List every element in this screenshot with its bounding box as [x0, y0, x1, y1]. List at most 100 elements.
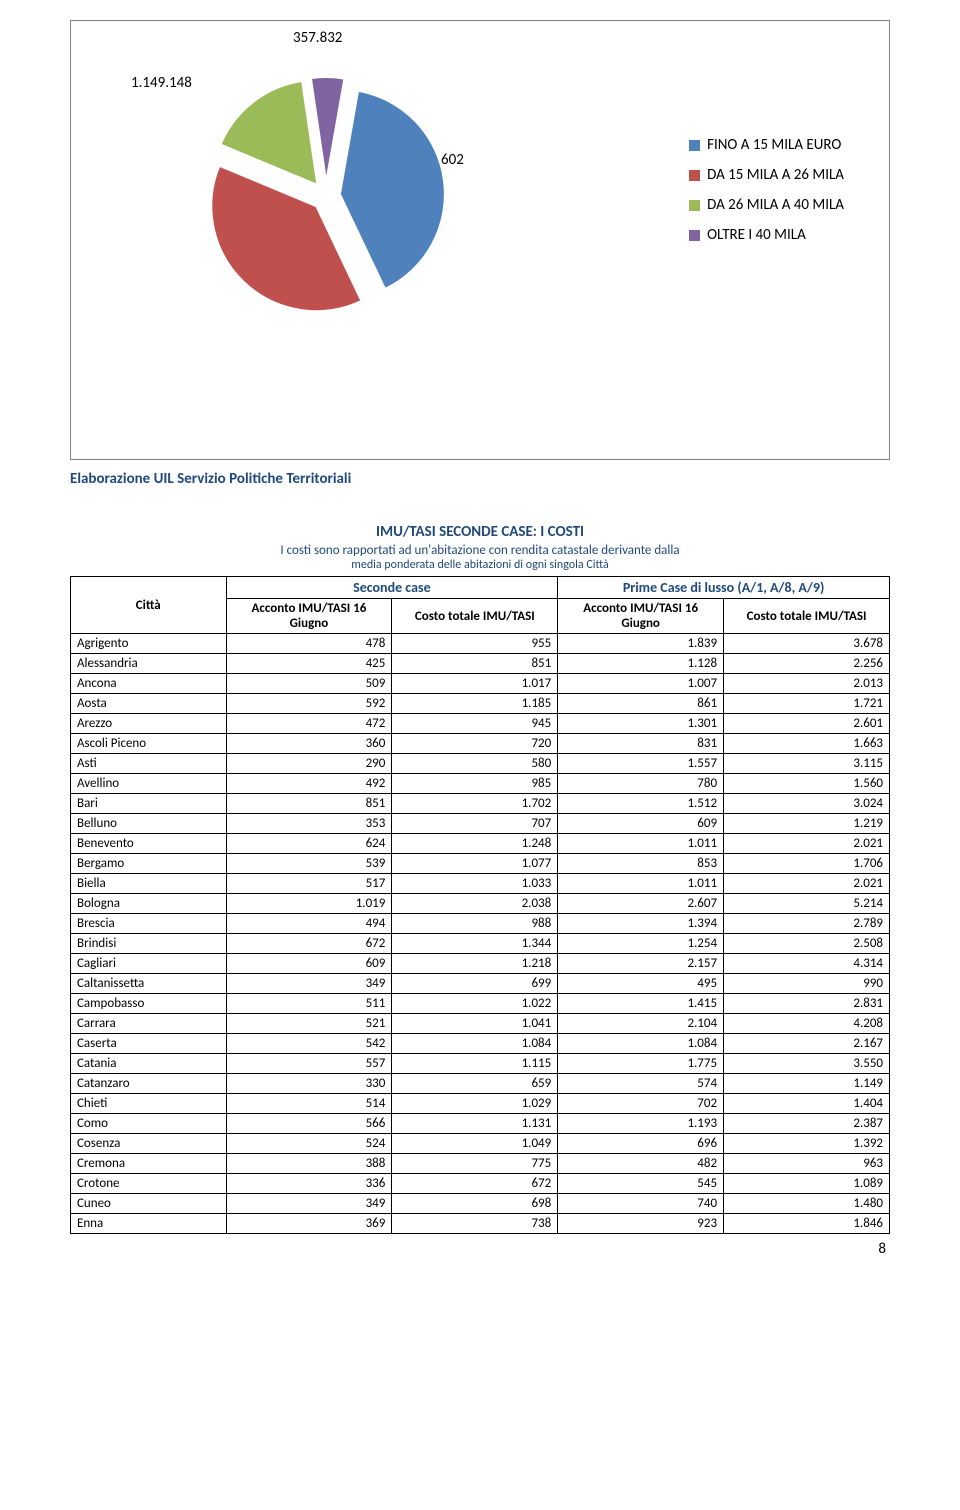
chart-label-1149148: 1.149.148	[131, 74, 192, 92]
cell-value: 699	[392, 974, 558, 994]
cell-value: 2.157	[558, 954, 724, 974]
cell-value: 2.607	[558, 894, 724, 914]
table-title-block: IMU/TASI SECONDE CASE: I COSTI I costi s…	[70, 523, 890, 572]
cell-value: 330	[226, 1074, 392, 1094]
table-row: Ascoli Piceno3607208311.663	[71, 734, 890, 754]
cell-value: 861	[558, 694, 724, 714]
cell-city: Agrigento	[71, 634, 227, 654]
cell-value: 4.208	[724, 1014, 890, 1034]
cell-value: 1.019	[226, 894, 392, 914]
cell-value: 1.846	[724, 1214, 890, 1234]
table-subtitle-1: I costi sono rapportati ad un'abitazione…	[70, 543, 890, 558]
table-row: Caserta5421.0841.0842.167	[71, 1034, 890, 1054]
cell-value: 1.017	[392, 674, 558, 694]
cell-city: Crotone	[71, 1174, 227, 1194]
cell-value: 1.128	[558, 654, 724, 674]
cell-city: Campobasso	[71, 994, 227, 1014]
table-row: Bergamo5391.0778531.706	[71, 854, 890, 874]
table-row: Chieti5141.0297021.404	[71, 1094, 890, 1114]
cell-value: 2.256	[724, 654, 890, 674]
cell-city: Cremona	[71, 1154, 227, 1174]
cell-value: 369	[226, 1214, 392, 1234]
table-row: Caltanissetta349699495990	[71, 974, 890, 994]
table-row: Campobasso5111.0221.4152.831	[71, 994, 890, 1014]
cell-value: 1.775	[558, 1054, 724, 1074]
cell-value: 566	[226, 1114, 392, 1134]
cell-city: Benevento	[71, 834, 227, 854]
cell-value: 988	[392, 914, 558, 934]
table-row: Alessandria4258511.1282.256	[71, 654, 890, 674]
cell-value: 478	[226, 634, 392, 654]
cell-value: 1.254	[558, 934, 724, 954]
cell-value: 482	[558, 1154, 724, 1174]
header-group-seconde: Seconde case	[226, 577, 558, 599]
chart-legend: FINO A 15 MILA EURO DA 15 MILA A 26 MILA D…	[689, 136, 844, 256]
chart-label-357832: 357.832	[293, 29, 342, 47]
cell-value: 775	[392, 1154, 558, 1174]
table-row: Cremona388775482963	[71, 1154, 890, 1174]
cell-value: 557	[226, 1054, 392, 1074]
table-row: Catania5571.1151.7753.550	[71, 1054, 890, 1074]
cell-value: 2.831	[724, 994, 890, 1014]
table-row: Carrara5211.0412.1044.208	[71, 1014, 890, 1034]
cell-value: 2.508	[724, 934, 890, 954]
cell-value: 349	[226, 974, 392, 994]
cell-value: 853	[558, 854, 724, 874]
cell-value: 592	[226, 694, 392, 714]
cell-value: 495	[558, 974, 724, 994]
pie-slice	[220, 81, 317, 185]
header-totale2: Costo totale IMU/TASI	[724, 599, 890, 634]
cell-value: 511	[226, 994, 392, 1014]
cell-value: 494	[226, 914, 392, 934]
cell-city: Catanzaro	[71, 1074, 227, 1094]
cell-value: 545	[558, 1174, 724, 1194]
table-row: Avellino4929857801.560	[71, 774, 890, 794]
pie-slice	[340, 91, 445, 289]
cell-city: Carrara	[71, 1014, 227, 1034]
table-row: Crotone3366725451.089	[71, 1174, 890, 1194]
legend-item: DA 15 MILA A 26 MILA	[689, 166, 844, 184]
cell-value: 831	[558, 734, 724, 754]
cell-value: 672	[226, 934, 392, 954]
cell-city: Brescia	[71, 914, 227, 934]
cell-city: Chieti	[71, 1094, 227, 1114]
cell-value: 1.089	[724, 1174, 890, 1194]
cell-value: 2.104	[558, 1014, 724, 1034]
table-row: Cuneo3496987401.480	[71, 1194, 890, 1214]
cell-value: 1.218	[392, 954, 558, 974]
legend-label: FINO A 15 MILA EURO	[707, 136, 841, 154]
cell-city: Cagliari	[71, 954, 227, 974]
table-row: Enna3697389231.846	[71, 1214, 890, 1234]
cell-value: 2.387	[724, 1114, 890, 1134]
cell-value: 2.021	[724, 874, 890, 894]
data-table: Città Seconde case Prime Case di lusso (…	[70, 576, 890, 1234]
legend-label: DA 26 MILA A 40 MILA	[707, 196, 844, 214]
legend-label: DA 15 MILA A 26 MILA	[707, 166, 844, 184]
cell-value: 524	[226, 1134, 392, 1154]
cell-city: Alessandria	[71, 654, 227, 674]
cell-value: 290	[226, 754, 392, 774]
cell-city: Bologna	[71, 894, 227, 914]
table-row: Catanzaro3306595741.149	[71, 1074, 890, 1094]
cell-value: 1.404	[724, 1094, 890, 1114]
header-citta: Città	[71, 577, 227, 634]
cell-value: 472	[226, 714, 392, 734]
cell-value: 1.007	[558, 674, 724, 694]
cell-value: 1.131	[392, 1114, 558, 1134]
cell-value: 1.301	[558, 714, 724, 734]
cell-value: 1.011	[558, 874, 724, 894]
cell-value: 659	[392, 1074, 558, 1094]
cell-city: Ascoli Piceno	[71, 734, 227, 754]
cell-value: 720	[392, 734, 558, 754]
cell-value: 1.344	[392, 934, 558, 954]
cell-value: 738	[392, 1214, 558, 1234]
cell-city: Enna	[71, 1214, 227, 1234]
cell-value: 609	[226, 954, 392, 974]
cell-value: 945	[392, 714, 558, 734]
cell-city: Como	[71, 1114, 227, 1134]
table-title: IMU/TASI SECONDE CASE: I COSTI	[70, 523, 890, 541]
cell-value: 702	[558, 1094, 724, 1114]
cell-value: 1.185	[392, 694, 558, 714]
cell-value: 1.077	[392, 854, 558, 874]
cell-value: 2.038	[392, 894, 558, 914]
